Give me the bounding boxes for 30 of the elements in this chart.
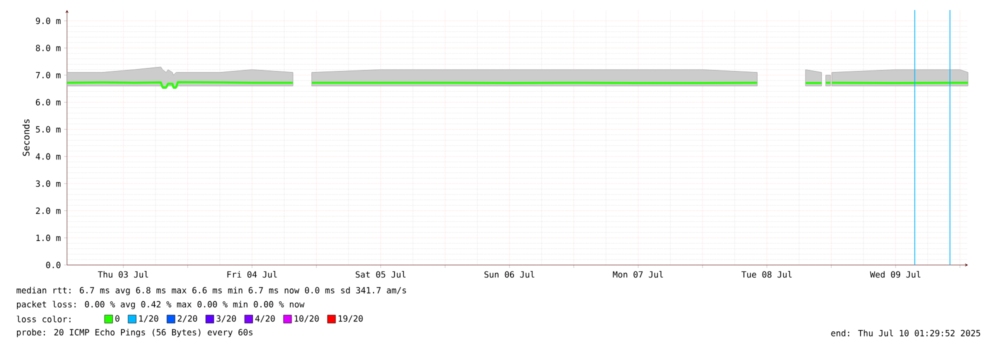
- y-tick-label: 9.0 m: [36, 18, 61, 24]
- text: packet loss: 0.00 % avg 0.42 % max 0.00 % min 0.00 % now: [16, 300, 304, 310]
- y-tick-label: 6.0 m: [36, 99, 61, 106]
- legend-label: 0: [115, 315, 120, 322]
- legend-label: 2/20: [178, 315, 198, 322]
- y-tick-label: 5.0 m: [36, 126, 61, 133]
- text: probe: 20 ICMP Echo Pings (56 Bytes) every 60s: [16, 328, 252, 338]
- y-tick-label: 7.0 m: [36, 72, 61, 78]
- x-tick-label: Wed 09 Jul: [870, 271, 920, 278]
- y-axis-title: Seconds: [22, 119, 30, 156]
- legend-label: 4/20: [255, 315, 275, 322]
- x-tick-label: Mon 07 Jul: [612, 271, 663, 278]
- y-tick-label: 4.0 m: [36, 153, 61, 160]
- text: end: Thu Jul 10 01:29:52 2025: [831, 330, 980, 336]
- x-tick-label: Sun 06 Jul: [484, 271, 534, 278]
- x-tick-label: Sat 05 Jul: [356, 271, 406, 278]
- legend-label: 1/20: [139, 315, 158, 322]
- legend-label: 3/20: [216, 315, 236, 322]
- y-tick-label: 2.0 m: [36, 208, 61, 214]
- legend-label: 19/20: [338, 315, 363, 322]
- x-tick-label: Thu 03 Jul: [98, 271, 148, 278]
- legend-title: loss color:: [16, 316, 70, 322]
- x-tick-label: Fri 04 Jul: [227, 271, 277, 278]
- y-tick-label: 0.0: [46, 262, 60, 268]
- legend-label: 10/20: [294, 315, 319, 322]
- text: median rtt: 6.7 ms avg 6.8 ms max 6.6 ms min 6.7 ms now 0.0 ms sd 341.7 am/s: [16, 286, 406, 296]
- y-tick-label: 3.0 m: [36, 180, 61, 187]
- y-tick-label: 8.0 m: [36, 44, 61, 52]
- x-tick-label: Tue 08 Jul: [741, 271, 792, 278]
- y-tick-label: 1.0 m: [36, 234, 61, 242]
